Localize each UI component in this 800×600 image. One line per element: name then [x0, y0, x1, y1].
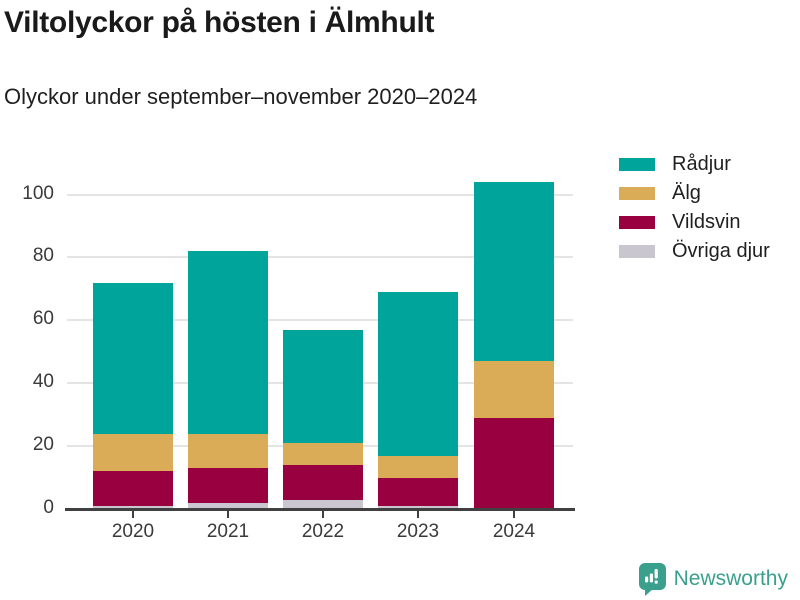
y-axis-tick-label: 40 [32, 371, 54, 393]
bar-segment-2023-övriga-djur [378, 505, 458, 509]
bar-segment-2023-rådjur [378, 291, 458, 456]
gridline-y-60 [67, 319, 573, 322]
bar-segment-2021-övriga-djur [188, 502, 268, 509]
bar-segment-2021-rådjur [188, 251, 268, 434]
legend-swatch [619, 216, 655, 229]
legend-swatch [619, 187, 655, 200]
bar-segment-2024-älg [474, 361, 554, 418]
bar-segment-2022-övriga-djur [283, 499, 363, 509]
bar-segment-2020-övriga-djur [93, 505, 173, 509]
legend-swatch [619, 245, 655, 258]
legend-label: Älg [672, 182, 701, 204]
gridline-y-100 [67, 193, 573, 196]
newsworthy-logo-icon [638, 563, 666, 596]
x-axis-line [65, 508, 575, 511]
bar-segment-2020-rådjur [93, 282, 173, 434]
bar-segment-2021-vildsvin [188, 468, 268, 503]
legend-item-älg: Älg [619, 179, 770, 208]
y-axis-tick-label: 0 [43, 497, 54, 518]
x-axis-category-label: 2023 [396, 521, 440, 542]
bar-segment-2021-älg [188, 433, 268, 469]
legend-item-övriga-djur: Övriga djur [619, 237, 770, 266]
bar-segment-2023-vildsvin [378, 477, 458, 506]
legend-swatch [619, 158, 655, 171]
brand-footer: Newsworthy [638, 562, 788, 596]
legend-label: Övriga djur [672, 240, 770, 262]
x-axis-category-label: 2021 [206, 521, 250, 542]
bar-segment-2024-vildsvin [474, 417, 554, 509]
y-axis-tick-label: 100 [22, 182, 54, 204]
bar-segment-2022-vildsvin [283, 464, 363, 500]
chart-subtitle: Olyckor under september–november 2020–20… [4, 84, 478, 109]
x-axis-category-label: 2022 [301, 521, 345, 542]
x-axis-tick [417, 511, 419, 518]
legend-label: Vildsvin [672, 211, 741, 233]
bar-segment-2024-rådjur [474, 181, 554, 362]
y-axis-tick-label: 80 [32, 245, 54, 267]
bar-segment-2022-älg [283, 442, 363, 465]
bar-segment-2022-rådjur [283, 329, 363, 443]
x-axis-tick [322, 511, 324, 518]
gridline-y-80 [67, 256, 573, 259]
bar-segment-2020-vildsvin [93, 471, 173, 506]
x-axis-tick [513, 511, 515, 518]
x-axis-category-label: 2024 [492, 521, 536, 542]
bar-segment-2020-älg [93, 433, 173, 472]
legend: Rådjur Älg Vildsvin Övriga djur [619, 150, 770, 266]
y-axis-tick-label: 20 [32, 434, 54, 456]
bar-segment-2023-älg [378, 455, 458, 478]
x-axis-tick [227, 511, 229, 518]
chart-title: Viltolyckor på hösten i Älmhult [4, 6, 435, 39]
brand-name: Newsworthy [673, 567, 788, 590]
x-axis-tick [132, 511, 134, 518]
x-axis-category-label: 2020 [111, 521, 155, 542]
y-axis-tick-label: 60 [32, 308, 54, 330]
legend-item-vildsvin: Vildsvin [619, 208, 770, 237]
legend-item-rådjur: Rådjur [619, 150, 770, 179]
legend-label: Rådjur [672, 153, 731, 175]
